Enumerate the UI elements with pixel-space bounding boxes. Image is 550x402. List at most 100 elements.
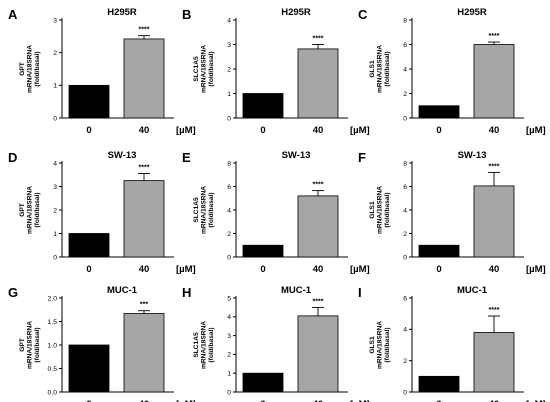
y-axis-label: mRNA/18SRNA — [27, 45, 34, 93]
y-tick-label: 0 — [227, 254, 231, 261]
significance-marker: **** — [489, 33, 500, 40]
y-tick-label: 0 — [403, 254, 407, 261]
unit-label: [µM] — [176, 399, 196, 402]
unit-label: [µM] — [350, 125, 370, 136]
y-tick-label: 6 — [403, 295, 407, 302]
y-axis-label: GPT — [19, 338, 26, 352]
significance-marker: *** — [140, 302, 148, 309]
y-tick-label: 1 — [53, 231, 57, 238]
y-tick-label: 8 — [403, 160, 407, 167]
bar-0 — [418, 375, 460, 393]
unit-label: [µM] — [350, 399, 370, 402]
x-tick-label: 40 — [489, 264, 500, 275]
y-axis-label: GLS1 — [369, 336, 376, 354]
y-tick-label: 6 — [227, 184, 231, 191]
y-axis-label: SLC1A5 — [193, 197, 200, 223]
significance-marker: **** — [489, 307, 500, 314]
y-axis-label: (fold/basal) — [208, 192, 215, 227]
panel-title: SW-13 — [108, 150, 137, 161]
y-tick-label: 0 — [403, 389, 407, 396]
panel-e: E SW-13 SLC1A5 mRNA/18SRNA (fold/basal) 0 2 4 6 8… — [182, 150, 370, 275]
bar-40 — [123, 313, 165, 393]
panel-b: B H295R SLC1A5 mRNA/18SRNA (fold/basal) 0 1 2 3 4… — [182, 7, 370, 136]
unit-label: [µM] — [350, 264, 370, 275]
x-tick-label: 0 — [86, 399, 91, 402]
bar-40 — [473, 44, 515, 119]
bar-40 — [297, 195, 339, 258]
y-tick-label: 1 — [53, 83, 57, 90]
y-tick-label: 6 — [403, 42, 407, 49]
panel-title: H295R — [107, 7, 137, 18]
y-axis-label: mRNA/18SRNA — [377, 321, 384, 369]
y-axis-label: (fold/basal) — [34, 327, 41, 362]
y-tick-label: 2 — [227, 231, 231, 238]
x-tick-label: 0 — [260, 125, 265, 136]
significance-marker: **** — [139, 27, 150, 34]
panel-a: A H295R GPT mRNA/18SRNA (fold/basal) 0 1 2 3 0 40 *… — [8, 7, 196, 136]
y-axis-label: mRNA/18SRNA — [27, 186, 34, 234]
y-axis-label: (fold/basal) — [384, 51, 391, 86]
significance-marker: **** — [139, 165, 150, 172]
panel-title: SW-13 — [458, 150, 487, 161]
y-tick-label: 0 — [403, 115, 407, 122]
bar-0 — [68, 84, 110, 119]
significance-marker: **** — [313, 298, 324, 305]
y-tick-label: 0 — [53, 254, 57, 261]
panel-g: G MUC-1 GPT mRNA/18SRNA (fold/basal) 0.0 0.5 1.… — [8, 285, 196, 402]
bar-40 — [123, 38, 165, 119]
x-tick-label: 0 — [436, 264, 441, 275]
y-tick-label: 4 — [227, 17, 231, 24]
y-tick-label: 2 — [227, 352, 231, 359]
y-axis-label: (fold/basal) — [208, 51, 215, 86]
panel-title: MUC-1 — [107, 285, 138, 296]
y-axis-label: GLS1 — [369, 201, 376, 219]
x-tick-label: 0 — [260, 399, 265, 402]
y-tick-label: 8 — [227, 160, 231, 167]
unit-label: [µM] — [176, 264, 196, 275]
x-tick-label: 40 — [313, 399, 324, 402]
y-axis-label: mRNA/18SRNA — [201, 45, 208, 93]
y-tick-label: 8 — [403, 17, 407, 24]
panel-title: SW-13 — [282, 150, 311, 161]
x-tick-label: 40 — [489, 399, 500, 402]
panel-h: H MUC-1 SLC1A5 mRNA/18SRNA (fold/basal) 0 1 2 3 4… — [182, 285, 370, 402]
unit-label: [µM] — [526, 125, 546, 136]
y-tick-label: 4 — [227, 207, 231, 214]
unit-label: [µM] — [526, 399, 546, 402]
bar-40 — [473, 185, 515, 258]
bar-0 — [242, 244, 284, 258]
bar-0 — [242, 372, 284, 393]
x-tick-label: 40 — [139, 125, 150, 136]
panel-label: G — [8, 285, 18, 300]
y-tick-label: 4 — [403, 66, 407, 73]
x-tick-label: 0 — [86, 125, 91, 136]
y-tick-label: 2 — [403, 231, 407, 238]
y-tick-label: 0.0 — [48, 389, 58, 396]
y-axis-label: SLC1A5 — [193, 332, 200, 358]
bar-0 — [418, 105, 460, 119]
significance-marker: **** — [489, 163, 500, 170]
y-axis-label: mRNA/18SRNA — [201, 186, 208, 234]
y-axis-label: SLC1A5 — [193, 56, 200, 82]
bar-40 — [297, 48, 339, 119]
x-tick-label: 40 — [139, 399, 150, 402]
panel-label: C — [358, 7, 368, 22]
panel-f: F SW-13 GLS1 mRNA/18SRNA (fold/basal) 0 2 4 6 8 0 4… — [358, 150, 546, 275]
x-tick-label: 0 — [436, 399, 441, 402]
x-tick-label: 0 — [260, 264, 265, 275]
bar-0 — [418, 244, 460, 258]
panel-label: H — [182, 285, 191, 300]
panel-title: MUC-1 — [281, 285, 312, 296]
y-tick-label: 2 — [403, 91, 407, 98]
y-tick-label: 3 — [53, 184, 57, 191]
y-tick-label: 2 — [403, 358, 407, 365]
panel-label: A — [8, 7, 18, 22]
bar-40 — [123, 180, 165, 258]
panel-title: H295R — [457, 7, 487, 18]
x-tick-label: 0 — [86, 264, 91, 275]
y-axis-label: GPT — [19, 203, 26, 217]
y-tick-label: 4 — [403, 207, 407, 214]
x-tick-label: 0 — [436, 125, 441, 136]
unit-label: [µM] — [176, 125, 196, 136]
